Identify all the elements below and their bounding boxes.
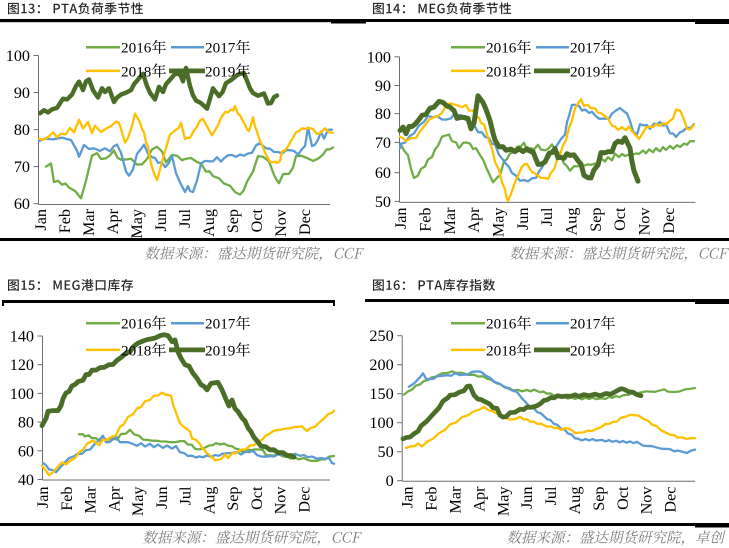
svg-text:Jan: Jan	[392, 208, 410, 230]
svg-text:Sep: Sep	[590, 487, 608, 511]
svg-text:Sep: Sep	[224, 209, 242, 233]
svg-text:100: 100	[10, 385, 34, 403]
svg-text:Nov: Nov	[272, 486, 290, 515]
svg-text:Feb: Feb	[58, 487, 76, 511]
svg-text:50: 50	[375, 193, 391, 211]
svg-text:200: 200	[369, 356, 393, 374]
svg-text:2018: 2018	[121, 63, 152, 80]
svg-text:60: 60	[18, 442, 34, 460]
svg-text:2016: 2016	[486, 40, 517, 57]
svg-text:Dec: Dec	[662, 487, 680, 513]
svg-text:60: 60	[375, 164, 391, 182]
svg-text:Sep: Sep	[224, 487, 242, 511]
svg-text:2017: 2017	[205, 40, 236, 57]
svg-text:40: 40	[18, 471, 34, 489]
svg-text:Jul: Jul	[176, 209, 194, 228]
svg-text:May: May	[129, 486, 147, 517]
svg-text:Mar: Mar	[447, 486, 465, 514]
svg-text:Mar: Mar	[441, 207, 459, 235]
svg-text:May: May	[128, 208, 146, 239]
svg-text:Nov: Nov	[272, 208, 290, 237]
svg-text:Oct: Oct	[611, 207, 629, 231]
svg-text:2018: 2018	[486, 342, 517, 359]
svg-text:80: 80	[375, 105, 391, 123]
svg-text:2016: 2016	[121, 316, 152, 333]
svg-text:Sep: Sep	[587, 208, 605, 232]
svg-text:2019: 2019	[570, 63, 600, 80]
svg-text:2017: 2017	[570, 316, 601, 333]
svg-text:Aug: Aug	[563, 208, 581, 236]
svg-text:Jan: Jan	[32, 209, 50, 231]
svg-text:90: 90	[375, 77, 391, 95]
svg-text:Dec: Dec	[295, 487, 313, 513]
svg-text:May: May	[490, 207, 508, 238]
svg-text:Aug: Aug	[200, 209, 218, 237]
svg-text:Oct: Oct	[248, 209, 266, 233]
svg-text:Feb: Feb	[417, 208, 435, 232]
svg-text:50: 50	[378, 443, 394, 461]
svg-text:2019: 2019	[570, 342, 600, 359]
svg-text:140: 140	[10, 328, 34, 346]
svg-text:Jul: Jul	[177, 486, 195, 505]
svg-text:80: 80	[18, 414, 34, 432]
svg-text:2016: 2016	[121, 40, 152, 57]
svg-text:Jan: Jan	[34, 487, 52, 509]
svg-text:Jan: Jan	[399, 487, 417, 509]
svg-text:250: 250	[369, 327, 393, 345]
svg-text:70: 70	[375, 134, 391, 152]
svg-text:Jun: Jun	[514, 208, 532, 231]
svg-text:Aug: Aug	[200, 487, 218, 515]
svg-text:2016: 2016	[486, 316, 517, 333]
svg-text:Mar: Mar	[82, 486, 100, 514]
svg-text:120: 120	[10, 356, 34, 374]
svg-text:Dec: Dec	[660, 208, 678, 234]
svg-text:Oct: Oct	[248, 486, 266, 510]
svg-text:Feb: Feb	[423, 487, 441, 511]
svg-text:80: 80	[14, 121, 30, 139]
svg-text:Apr: Apr	[470, 486, 488, 512]
svg-text:0: 0	[386, 472, 394, 490]
svg-text:Jul: Jul	[542, 486, 560, 505]
svg-text:Feb: Feb	[56, 209, 74, 233]
svg-text:60: 60	[14, 195, 30, 213]
svg-text:2019: 2019	[205, 63, 235, 80]
svg-text:70: 70	[14, 158, 30, 176]
svg-text:100: 100	[6, 47, 30, 65]
svg-text:Apr: Apr	[104, 208, 122, 234]
svg-text:Oct: Oct	[614, 486, 632, 510]
svg-text:Jul: Jul	[538, 207, 556, 226]
svg-text:2019: 2019	[205, 342, 235, 359]
svg-text:Jun: Jun	[153, 487, 171, 510]
svg-text:2018: 2018	[486, 63, 517, 80]
svg-text:Nov: Nov	[638, 486, 656, 515]
svg-text:2017: 2017	[570, 40, 601, 57]
svg-text:Dec: Dec	[296, 209, 314, 235]
svg-text:Nov: Nov	[636, 207, 654, 236]
svg-text:Apr: Apr	[465, 207, 483, 233]
svg-text:Jun: Jun	[518, 487, 536, 510]
svg-text:Mar: Mar	[80, 208, 98, 236]
svg-text:Aug: Aug	[566, 487, 584, 515]
svg-text:2018: 2018	[121, 342, 152, 359]
svg-text:May: May	[494, 486, 512, 517]
svg-text:90: 90	[14, 84, 30, 102]
svg-text:Jun: Jun	[152, 209, 170, 232]
svg-text:100: 100	[367, 48, 391, 66]
svg-text:2017: 2017	[205, 316, 236, 333]
svg-text:100: 100	[369, 414, 393, 432]
svg-text:Apr: Apr	[105, 486, 123, 512]
svg-text:150: 150	[369, 385, 393, 403]
